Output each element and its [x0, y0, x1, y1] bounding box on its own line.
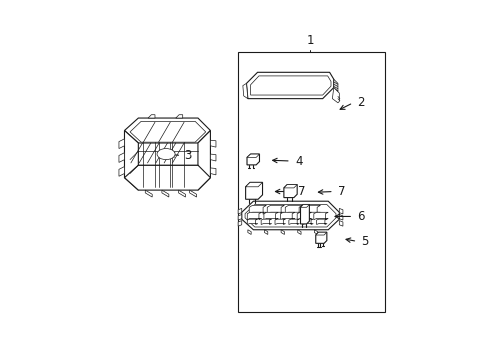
Text: 1: 1 [306, 34, 313, 48]
Polygon shape [297, 230, 301, 234]
Polygon shape [300, 204, 309, 207]
Polygon shape [124, 131, 138, 190]
Polygon shape [246, 72, 333, 99]
Polygon shape [247, 219, 257, 225]
Polygon shape [175, 115, 183, 118]
Polygon shape [241, 201, 339, 230]
Polygon shape [302, 219, 313, 225]
Polygon shape [264, 230, 267, 234]
Polygon shape [198, 131, 210, 190]
Polygon shape [238, 208, 241, 214]
Polygon shape [247, 212, 261, 220]
Polygon shape [284, 185, 297, 188]
Polygon shape [250, 76, 330, 95]
Bar [238, 51, 384, 312]
Polygon shape [314, 230, 317, 234]
Polygon shape [246, 154, 259, 157]
Polygon shape [285, 205, 302, 214]
Polygon shape [210, 140, 216, 147]
Polygon shape [300, 204, 309, 224]
Polygon shape [267, 205, 284, 214]
Polygon shape [316, 219, 326, 225]
Polygon shape [145, 190, 152, 197]
Polygon shape [333, 79, 337, 92]
Text: 4: 4 [294, 154, 302, 167]
Polygon shape [124, 165, 210, 190]
Polygon shape [313, 212, 327, 220]
Text: 7: 7 [337, 185, 345, 198]
Polygon shape [243, 84, 247, 99]
Polygon shape [148, 115, 155, 118]
Polygon shape [332, 87, 339, 103]
Polygon shape [246, 154, 259, 165]
Text: 7: 7 [297, 185, 305, 198]
Polygon shape [245, 183, 262, 187]
Text: 5: 5 [361, 235, 368, 248]
Polygon shape [303, 205, 320, 214]
Polygon shape [210, 154, 216, 161]
Polygon shape [189, 190, 196, 197]
Text: 6: 6 [357, 210, 364, 223]
Polygon shape [119, 139, 124, 149]
Text: 3: 3 [183, 149, 191, 162]
Ellipse shape [157, 149, 175, 159]
Polygon shape [238, 215, 241, 220]
Polygon shape [339, 221, 342, 226]
Polygon shape [315, 232, 326, 235]
Polygon shape [261, 219, 271, 225]
Polygon shape [339, 208, 342, 214]
Polygon shape [162, 190, 168, 197]
Polygon shape [210, 168, 216, 175]
Polygon shape [119, 153, 124, 162]
Polygon shape [130, 121, 205, 142]
Polygon shape [238, 221, 241, 226]
Polygon shape [281, 230, 284, 234]
Text: 2: 2 [357, 96, 364, 109]
Polygon shape [178, 190, 185, 197]
Polygon shape [315, 232, 326, 243]
Polygon shape [124, 118, 210, 143]
Polygon shape [284, 185, 297, 198]
Polygon shape [297, 212, 311, 220]
Polygon shape [280, 212, 294, 220]
Polygon shape [288, 219, 299, 225]
Polygon shape [274, 219, 285, 225]
Polygon shape [339, 215, 342, 220]
Polygon shape [264, 212, 278, 220]
Polygon shape [119, 167, 124, 176]
Polygon shape [244, 204, 335, 227]
Polygon shape [245, 183, 262, 199]
Polygon shape [247, 230, 251, 234]
Polygon shape [249, 205, 266, 214]
